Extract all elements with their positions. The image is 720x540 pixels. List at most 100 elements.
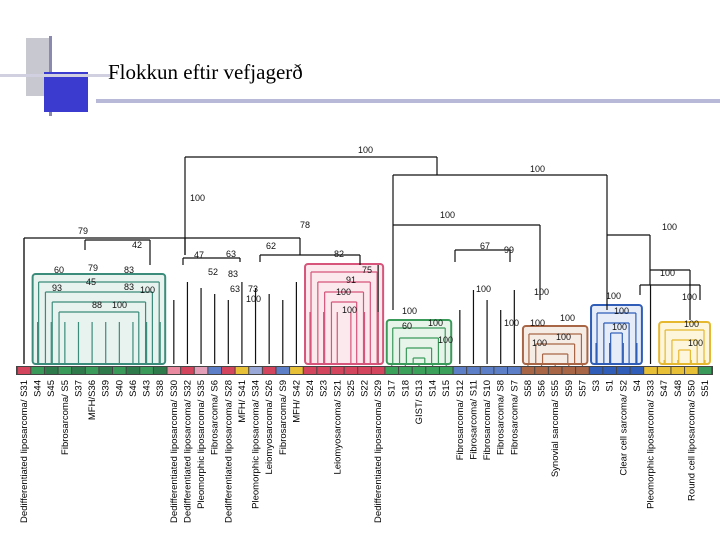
color-strip-cell: [235, 367, 249, 374]
bootstrap-value: 52: [208, 267, 218, 277]
bootstrap-value: 100: [336, 287, 351, 297]
cluster-mfh-fibrosarcoma-box: [31, 273, 167, 365]
bootstrap-value: 83: [124, 282, 134, 292]
color-strip-cell: [181, 367, 194, 374]
color-strip-cell: [589, 367, 603, 374]
bootstrap-value: 100: [614, 306, 629, 316]
bootstrap-value: 100: [606, 291, 621, 301]
bootstrap-value: 100: [428, 318, 443, 328]
sample-label: S15: [441, 380, 452, 397]
sample-label: Fibrosarcoma/ S8: [496, 380, 507, 455]
sample-label: S47: [659, 380, 670, 397]
sample-label: Leiomyosarcoma/ S26: [264, 380, 275, 475]
bootstrap-value: 100: [560, 313, 575, 323]
color-strip-cell: [317, 367, 330, 374]
sample-label: S17: [387, 380, 398, 397]
sample-label: S57: [577, 380, 588, 397]
bootstrap-value: 83: [228, 269, 238, 279]
sample-label: S39: [101, 380, 112, 397]
sample-label: S22: [360, 380, 371, 397]
bootstrap-value: 100: [688, 338, 703, 348]
sample-label: S59: [564, 380, 575, 397]
bootstrap-value: 63: [226, 249, 236, 259]
bootstrap-value: 45: [86, 277, 96, 287]
sample-label: Dedifferentiated liposarcoma/ S30: [169, 380, 180, 523]
bootstrap-value: 75: [362, 265, 372, 275]
sample-label: S24: [305, 380, 316, 397]
color-strip-cell: [221, 367, 235, 374]
color-strip-cell: [262, 367, 276, 374]
color-strip-cell: [31, 367, 44, 374]
bootstrap-value: 60: [402, 321, 412, 331]
color-strip-cell: [439, 367, 453, 374]
color-strip-cell: [330, 367, 344, 374]
color-strip-cell: [194, 367, 208, 374]
sample-label: Pleomorphic liposarcoma/ S35: [196, 380, 207, 509]
color-strip-cell: [17, 367, 31, 374]
bootstrap-value: 73: [248, 284, 258, 294]
color-strip-cell: [535, 367, 548, 374]
color-strip-cell: [467, 367, 480, 374]
bootstrap-value: 82: [334, 249, 344, 259]
color-strip-cell: [671, 367, 685, 374]
color-strip-cell: [99, 367, 113, 374]
color-strip-cell: [480, 367, 494, 374]
sample-label: S3: [591, 380, 602, 392]
bootstrap-value: 100: [358, 145, 373, 155]
color-strip-cell: [290, 367, 303, 374]
bootstrap-value: 42: [132, 240, 142, 250]
bootstrap-value: 88: [92, 300, 102, 310]
color-strip-cell: [167, 367, 181, 374]
bootstrap-value: 100: [112, 300, 127, 310]
color-strip-cell: [548, 367, 562, 374]
sample-label: S23: [319, 380, 330, 397]
bootstrap-value: 100: [660, 268, 675, 278]
color-strip-cell: [72, 367, 85, 374]
slide-title: Flokkun eftir vefjagerð: [108, 60, 303, 84]
color-strip-cell: [521, 367, 535, 374]
bootstrap-value: 93: [52, 283, 62, 293]
color-strip-cell: [140, 367, 153, 374]
sample-label: MFH/ S41: [237, 380, 248, 423]
bootstrap-value: 100: [534, 287, 549, 297]
sample-label: Fibrosarcoma/ S7: [509, 380, 520, 455]
bootstrap-value: 100: [612, 322, 627, 332]
color-strip-cell: [85, 367, 99, 374]
color-strip-cell: [44, 367, 58, 374]
accent-line-horizontal-left: [0, 74, 110, 77]
bootstrap-value: 63: [230, 284, 240, 294]
sample-label: S1: [605, 380, 616, 392]
bootstrap-value: 100: [556, 332, 571, 342]
title-rule: [96, 99, 720, 103]
bootstrap-value: 78: [300, 220, 310, 230]
sample-label: S40: [114, 380, 125, 397]
sample-label: S48: [673, 380, 684, 397]
sample-label: Synovial sarcoma/ S55: [550, 380, 561, 477]
bootstrap-value: 100: [504, 318, 519, 328]
bootstrap-value: 47: [194, 250, 204, 260]
bootstrap-value: 100: [684, 319, 699, 329]
sample-label: S25: [346, 380, 357, 397]
sample-label: Dedifferentiated liposarcoma/ S28: [223, 380, 234, 523]
sample-label: S4: [632, 380, 643, 392]
color-strip-cell: [358, 367, 371, 374]
bootstrap-value: 62: [266, 241, 276, 251]
color-strip-cell: [208, 367, 221, 374]
sample-label: S44: [33, 380, 44, 397]
bootstrap-value: 100: [530, 318, 545, 328]
color-strip-cell: [685, 367, 698, 374]
bootstrap-value: 60: [54, 265, 64, 275]
sample-label: Round cell liposarcoma/ S50: [686, 380, 697, 501]
bootstrap-value: 99: [504, 245, 514, 255]
sample-label: S18: [400, 380, 411, 397]
color-strip-cell: [344, 367, 358, 374]
color-strip-cell: [153, 367, 167, 374]
color-strip-cell: [249, 367, 262, 374]
sample-label: MFH/ S42: [291, 380, 302, 423]
color-strip-cell: [616, 367, 630, 374]
sample-label: Leiomyosarcoma/ S21: [332, 380, 343, 475]
color-strip-cell: [453, 367, 467, 374]
sample-label: S46: [128, 380, 139, 397]
sample-label: Dedifferentiated liposarcoma/ S31: [19, 380, 30, 523]
